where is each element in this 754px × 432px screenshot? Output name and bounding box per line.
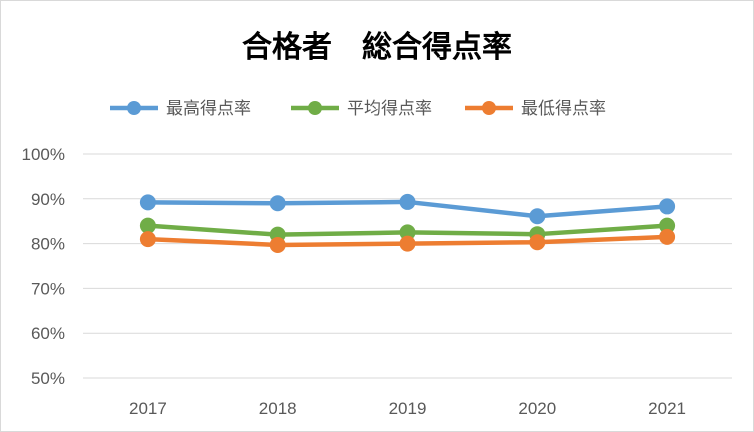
series-1 [139,193,676,225]
series-group [139,193,676,253]
legend-item: 最低得点率 [465,99,606,119]
y-axis-tick-labels: 50% 60% 70% 80% 90% 100% [22,145,65,388]
data-point [139,217,156,234]
y-tick-label: 60% [31,324,65,343]
data-point [529,208,546,225]
data-point [659,228,676,245]
legend-marker [482,101,496,115]
data-point [269,236,286,253]
chart-title: 合格者 総合得点率 [242,30,512,65]
series-3 [139,228,676,253]
x-axis-tick-labels: 2017 2018 2019 2020 2021 [129,399,686,418]
data-point [399,193,416,210]
y-tick-label: 70% [31,279,65,298]
data-point [269,195,286,212]
legend-label: 最低得点率 [521,99,606,119]
y-tick-label: 100% [22,145,65,164]
data-point [139,231,156,248]
y-tick-label: 90% [31,190,65,209]
x-tick-label: 2021 [648,399,686,418]
x-tick-label: 2019 [389,399,427,418]
legend-item: 平均得点率 [291,99,432,119]
data-point [399,224,416,241]
gridlines [83,153,732,379]
x-tick-label: 2017 [129,399,167,418]
data-point [659,217,676,234]
data-point [529,234,546,251]
y-tick-label: 80% [31,235,65,254]
y-tick-label: 50% [31,369,65,388]
data-point [659,198,676,215]
x-tick-label: 2020 [518,399,556,418]
legend-label: 平均得点率 [347,99,432,119]
data-point [399,235,416,252]
legend: 最高得点率 平均得点率 最低得点率 [110,99,606,119]
legend-label: 最高得点率 [166,99,251,119]
legend-marker [308,101,322,115]
x-tick-label: 2018 [259,399,297,418]
data-point [139,194,156,211]
legend-item: 最高得点率 [110,99,251,119]
legend-marker [127,101,141,115]
